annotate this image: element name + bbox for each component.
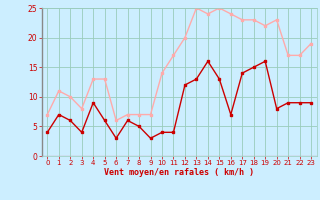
- X-axis label: Vent moyen/en rafales ( km/h ): Vent moyen/en rafales ( km/h ): [104, 168, 254, 177]
